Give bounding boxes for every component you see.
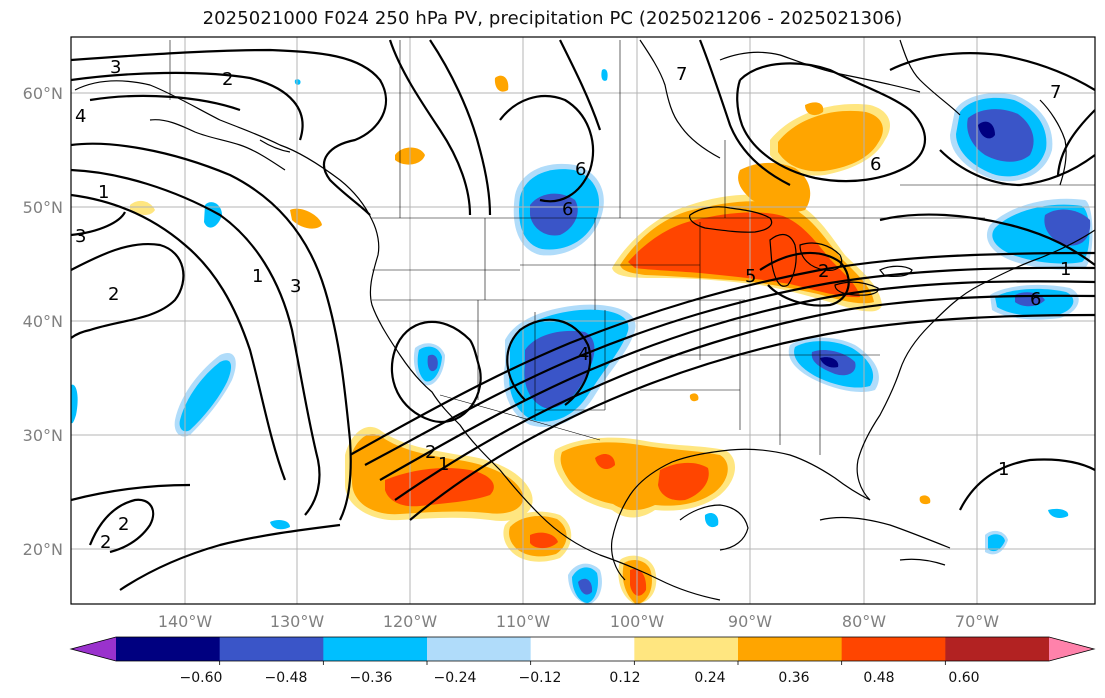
- contour-label: 7: [676, 64, 687, 85]
- colorbar-tick-label: −0.12: [519, 670, 562, 686]
- lat-label: 50°N: [23, 198, 63, 217]
- colorbar-tick-label: −0.36: [350, 670, 393, 686]
- contour-label: 3: [290, 276, 301, 297]
- contour-label: 6: [870, 154, 881, 175]
- lat-label: 60°N: [23, 84, 63, 103]
- colorbar-segment: [323, 637, 428, 661]
- colorbar-tick-label: −0.24: [434, 670, 477, 686]
- lon-label: 130°W: [270, 612, 325, 631]
- colorbar-tick-labels: −0.60 −0.48 −0.36 −0.24 −0.12 0.12 0.24 …: [180, 670, 980, 686]
- colorbar-segment: [530, 637, 635, 661]
- lon-label: 90°W: [728, 612, 772, 631]
- contour-label: 1: [438, 454, 449, 475]
- colorbar-segment: [738, 637, 843, 661]
- contour-label: 3: [110, 57, 121, 78]
- precip-positive-areas: [130, 75, 931, 604]
- contour-label: 2: [118, 514, 129, 535]
- colorbar-segment: [116, 637, 221, 661]
- contour-label: 7: [1050, 82, 1061, 103]
- lon-label: 100°W: [610, 612, 665, 631]
- colorbar-tick-label: 0.36: [778, 670, 809, 686]
- map-title: 2025021000 F024 250 hPa PV, precipitatio…: [202, 8, 903, 29]
- longitude-labels: 140°W 130°W 120°W 110°W 100°W 90°W 80°W …: [158, 612, 999, 631]
- lat-label: 40°N: [23, 312, 63, 331]
- colorbar-segment: [634, 637, 739, 661]
- contour-label: 6: [1030, 289, 1041, 310]
- lat-label: 30°N: [23, 426, 63, 445]
- contour-label: 1: [98, 182, 109, 203]
- colorbar-tick-label: 0.12: [609, 670, 640, 686]
- contour-label: 6: [575, 159, 586, 180]
- contour-label: 2: [100, 532, 111, 553]
- pv-contour-labels: 3 2 4 1 3 2 1 3 6 6 7 6 7 5 6 2 4 1 2 1 …: [75, 57, 1071, 553]
- contour-label: 3: [75, 226, 86, 247]
- colorbar: [69, 636, 1096, 665]
- contour-label: 2: [818, 261, 829, 282]
- colorbar-tick-label: 0.24: [694, 670, 725, 686]
- contour-label: 5: [745, 266, 756, 287]
- contour-label: 4: [578, 344, 589, 365]
- colorbar-tick-label: 0.48: [863, 670, 894, 686]
- colorbar-segment: [219, 637, 324, 661]
- latitude-labels: 60°N 50°N 40°N 30°N 20°N: [23, 84, 63, 559]
- contour-label: 4: [75, 106, 86, 127]
- lon-label: 110°W: [496, 612, 551, 631]
- contour-label: 2: [222, 69, 233, 90]
- colorbar-segment: [841, 637, 946, 661]
- lat-label: 20°N: [23, 540, 63, 559]
- lon-label: 70°W: [955, 612, 999, 631]
- contour-label: 1: [252, 266, 263, 287]
- contour-label: 1: [1060, 259, 1071, 280]
- colorbar-extend-low: [71, 637, 116, 661]
- lon-label: 80°W: [842, 612, 886, 631]
- contour-label: 6: [562, 199, 573, 220]
- colorbar-extend-high: [1049, 637, 1094, 661]
- colorbar-tick-label: −0.60: [180, 670, 223, 686]
- colorbar-tick-label: 0.60: [948, 670, 979, 686]
- colorbar-segment: [427, 637, 532, 661]
- lon-label: 120°W: [383, 612, 438, 631]
- colorbar-tick-label: −0.48: [265, 670, 308, 686]
- contour-label: 1: [998, 459, 1009, 480]
- pv-contours: [71, 39, 1095, 591]
- coastlines: [74, 39, 1095, 601]
- contour-label: 2: [108, 284, 119, 305]
- colorbar-outline: [69, 636, 1096, 662]
- contour-label: 2: [425, 442, 436, 463]
- colorbar-segment: [945, 637, 1050, 661]
- map-border: [70, 36, 1096, 605]
- lon-label: 140°W: [158, 612, 213, 631]
- map-content: 3 2 4 1 3 2 1 3 6 6 7 6 7 5 6 2 4 1 2 1 …: [71, 37, 1095, 604]
